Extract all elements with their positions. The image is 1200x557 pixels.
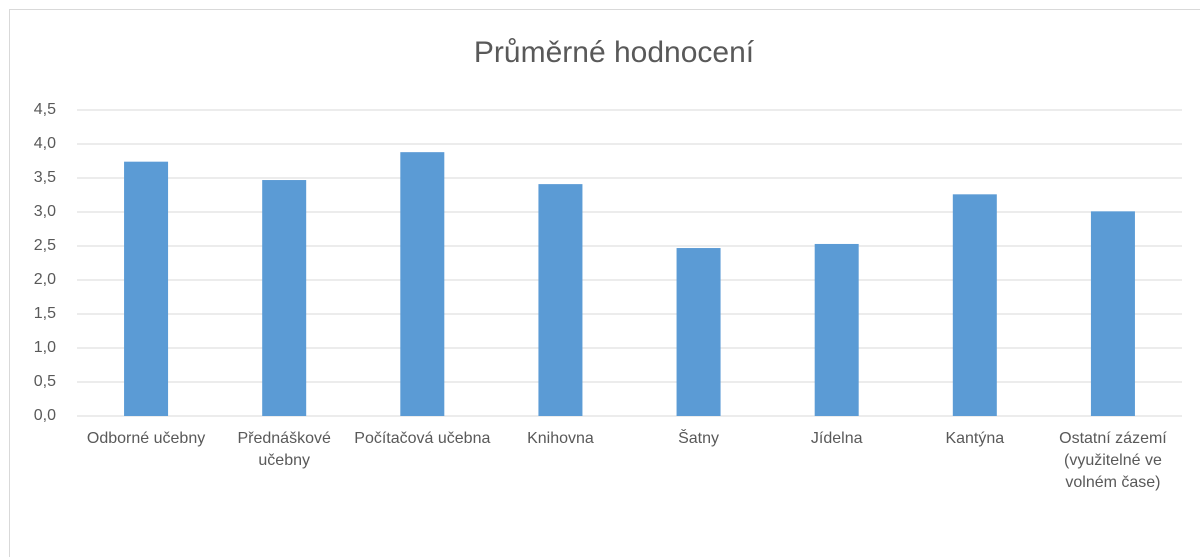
x-tick-label: Knihovna — [527, 430, 594, 447]
x-tick-label: Odborné učebny — [86, 430, 206, 447]
bar — [814, 243, 859, 416]
x-tick-label: Kantýna — [945, 430, 1005, 447]
bar — [1090, 211, 1135, 416]
y-tick-label: 2,0 — [34, 271, 56, 288]
x-tick-label: Šatny — [678, 430, 720, 447]
bar — [124, 161, 169, 416]
y-tick-label: 4,5 — [34, 101, 56, 118]
y-tick-label: 3,5 — [34, 169, 56, 186]
y-tick-label: 0,5 — [34, 373, 56, 390]
chart-border — [9, 9, 1200, 557]
y-tick-label: 3,0 — [34, 203, 56, 220]
x-tick-label: Přednáškové učebny — [237, 430, 331, 469]
y-tick-label: 2,5 — [34, 237, 56, 254]
y-tick-label: 0,0 — [34, 407, 56, 424]
bar — [538, 184, 583, 416]
bar — [952, 194, 997, 416]
bar — [400, 152, 445, 416]
chart-title: Průměrné hodnocení — [474, 36, 755, 69]
y-tick-label: 4,0 — [34, 135, 56, 152]
bar — [676, 248, 721, 416]
y-tick-label: 1,0 — [34, 339, 56, 356]
bar — [262, 180, 307, 416]
x-tick-label: Počítačová učebna — [354, 430, 491, 447]
x-tick-label: Jídelna — [810, 430, 863, 447]
x-tick-label: Ostatní zázemí (využitelné ve volném čas… — [1059, 430, 1167, 491]
y-tick-label: 1,5 — [34, 305, 56, 322]
